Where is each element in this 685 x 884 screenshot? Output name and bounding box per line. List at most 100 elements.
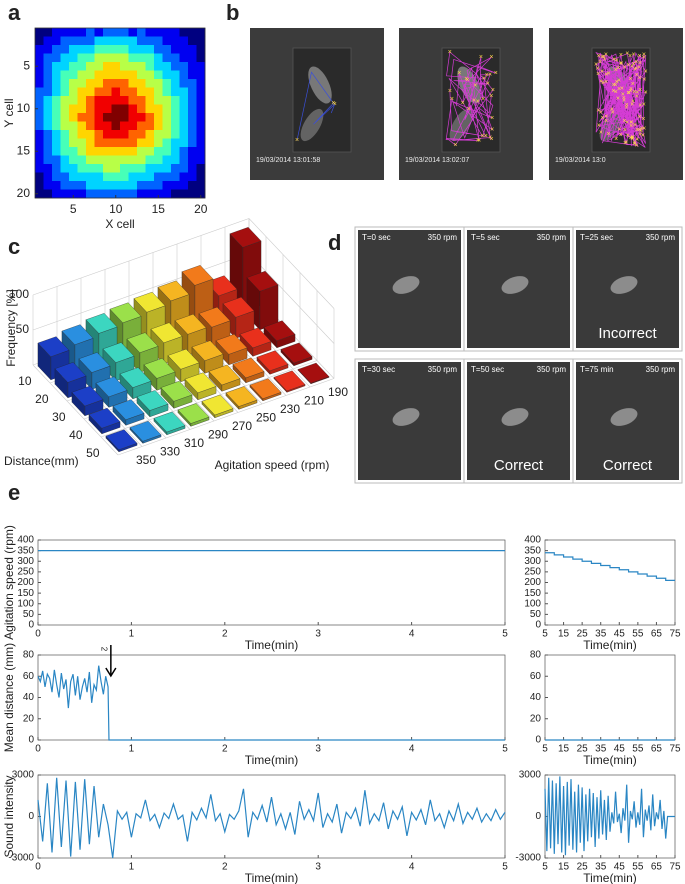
heat-cell — [52, 79, 61, 88]
marker: × — [628, 53, 632, 60]
heat-cell — [128, 87, 138, 97]
heat-cell — [145, 62, 155, 71]
panel-label: e — [8, 480, 20, 505]
heat-cell — [128, 53, 138, 63]
marker: × — [601, 80, 605, 87]
heat-cell — [94, 155, 104, 165]
marker: × — [626, 133, 630, 140]
x-tick-label: 4 — [409, 862, 415, 873]
heat-cell — [179, 96, 189, 105]
marker: × — [594, 61, 598, 68]
heat-cell — [196, 113, 206, 122]
heat-cell — [103, 189, 112, 199]
heat-cell — [120, 130, 129, 139]
marker: × — [606, 131, 610, 138]
heat-cell — [137, 87, 146, 97]
heat-cell — [137, 164, 146, 173]
heat-cell — [103, 70, 112, 80]
x-tick-label: 35 — [595, 744, 607, 755]
panel-label: c — [8, 234, 20, 259]
z-tick-label: 50 — [16, 322, 30, 336]
y-tick-label: -3000 — [515, 853, 541, 864]
bar-face — [297, 362, 330, 384]
marker: × — [606, 70, 610, 77]
heat-cell — [179, 172, 189, 182]
heat-cell — [188, 172, 197, 182]
marker: × — [599, 78, 603, 85]
marker: × — [623, 64, 627, 71]
heat-cell — [154, 104, 163, 114]
heat-cell — [69, 121, 78, 131]
bar — [239, 327, 272, 357]
y-axis-label: Sound intensity — [2, 775, 16, 857]
heat-cell — [94, 62, 104, 71]
heat-cell — [35, 164, 44, 173]
frame-result: Correct — [494, 457, 544, 474]
marker: × — [642, 51, 646, 58]
frame-result: Incorrect — [598, 325, 657, 342]
x-tick-label: 15 — [558, 744, 570, 755]
heat-cell — [43, 172, 53, 182]
heat-cell — [86, 28, 95, 37]
x-tick-label: 270 — [232, 419, 252, 433]
heat-cell — [69, 155, 78, 165]
heat-cell — [188, 87, 197, 97]
heat-cell — [128, 79, 138, 88]
heat-cell — [188, 130, 197, 139]
marker: × — [638, 132, 642, 139]
y-tick-label: 40 — [69, 428, 83, 442]
marker: × — [633, 140, 637, 147]
heat-cell — [77, 181, 87, 190]
y-tick-label: 10 — [18, 374, 32, 388]
bar-face — [263, 320, 296, 341]
heat-cell — [43, 79, 53, 88]
heat-cell — [154, 96, 163, 105]
heat-cell — [154, 36, 163, 46]
heat-cell — [77, 155, 87, 165]
marker: × — [472, 98, 476, 105]
heat-cell — [145, 189, 155, 199]
bar — [249, 378, 282, 402]
object — [457, 66, 481, 104]
heat-cell — [120, 147, 129, 156]
marker: × — [644, 69, 648, 76]
marker: × — [631, 81, 635, 88]
heat-cell — [60, 96, 70, 105]
heat-cell — [69, 62, 78, 71]
heat-cell — [145, 53, 155, 63]
heat-cell — [196, 45, 206, 54]
bar-face — [215, 334, 248, 355]
marker: × — [642, 77, 646, 84]
heat-cell — [171, 172, 180, 182]
x-tick-label: 35 — [595, 862, 607, 873]
heat-cell — [103, 45, 112, 54]
marker: × — [461, 100, 465, 107]
marker: × — [625, 120, 629, 127]
x-tick-label: 5 — [70, 202, 77, 216]
heat-cell — [111, 172, 121, 182]
heat-cell — [162, 113, 172, 122]
y-tick-label: 50 — [86, 446, 100, 460]
heat-cell — [120, 36, 129, 46]
marker: × — [642, 126, 646, 133]
marker: × — [465, 77, 469, 84]
heat-cell — [179, 45, 189, 54]
x-tick-label: 15 — [558, 629, 570, 640]
x-tick-label: 0 — [35, 629, 41, 640]
heat-cell — [171, 28, 180, 37]
marker: × — [453, 142, 457, 149]
heat-cell — [188, 45, 197, 54]
x-tick-label: 350 — [136, 453, 156, 467]
heat-cell — [86, 172, 95, 182]
heat-cell — [154, 45, 163, 54]
heat-cell — [171, 53, 180, 63]
data-line — [545, 552, 675, 581]
heat-cell — [86, 155, 95, 165]
marker: × — [333, 101, 337, 108]
heat-cell — [145, 28, 155, 37]
heat-cell — [128, 113, 138, 122]
heat-cell — [171, 181, 180, 190]
heat-cell — [179, 28, 189, 37]
marker: × — [600, 68, 604, 75]
marker: × — [619, 61, 623, 68]
